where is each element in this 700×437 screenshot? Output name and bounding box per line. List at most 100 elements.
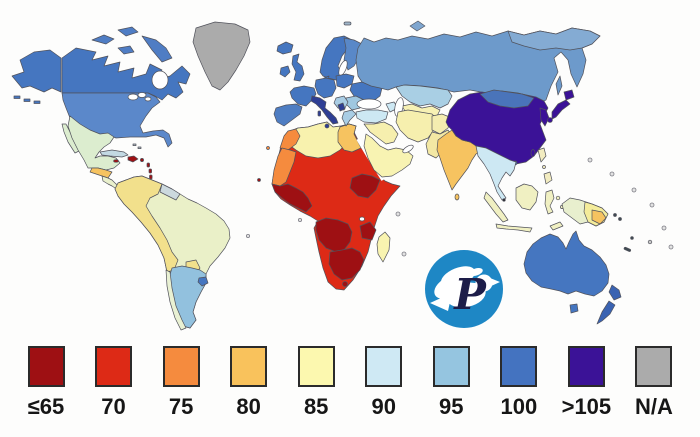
region-balkans-dark — [337, 102, 346, 112]
region-timor — [549, 221, 564, 231]
legend-swatch-100 — [500, 346, 538, 387]
region-germany-central — [314, 77, 337, 99]
legend-item-gt105: >105 — [556, 346, 616, 426]
region-antilles — [149, 174, 153, 180]
region-singapore — [502, 198, 506, 202]
region-uk — [291, 53, 305, 82]
region-sakhalin — [555, 75, 563, 96]
region-new-zealand-south — [596, 300, 616, 325]
region-png-amber — [591, 209, 607, 225]
black-sea — [356, 98, 382, 110]
legend-label-100: 100 — [500, 394, 538, 419]
region-tasmania — [569, 303, 579, 314]
legend-item-100: 100 — [489, 346, 549, 426]
logo-letter: P — [453, 270, 487, 319]
region-arctic-islands — [91, 34, 115, 45]
legend-label-le65: ≤65 — [27, 394, 65, 419]
region-egypt — [337, 123, 362, 153]
region-lesotho — [342, 281, 348, 287]
legend-item-70: 70 — [84, 346, 144, 426]
region-hispaniola — [127, 155, 139, 163]
region-aleutians — [13, 95, 21, 99]
region-aleutians — [33, 100, 41, 104]
logo: P — [425, 250, 503, 328]
legend-label-75: 75 — [168, 394, 194, 419]
legend: ≤65 70 75 80 85 90 95 100 >105 N/A — [0, 346, 700, 426]
region-morocco — [279, 128, 301, 151]
region-solomons — [618, 217, 622, 221]
region-vanuatu — [630, 236, 634, 240]
region-bahamas — [137, 146, 142, 149]
region-novaya-zemlya — [409, 20, 426, 32]
region-cape-verde — [257, 178, 261, 182]
region-sicily — [324, 123, 330, 129]
hudson-bay — [151, 70, 169, 90]
legend-label-90: 90 — [371, 394, 396, 419]
legend-label-gt105: >105 — [561, 394, 612, 419]
region-sardinia — [317, 110, 321, 117]
region-australia — [523, 230, 610, 297]
legend-label-85: 85 — [303, 394, 329, 419]
region-antilles — [146, 162, 150, 168]
map-svg: P — [11, 20, 674, 331]
legend-item-le65: ≤65 — [16, 346, 76, 426]
legend-swatch-gt105 — [567, 346, 605, 387]
great-lakes — [137, 92, 147, 98]
legend-label-80: 80 — [236, 394, 261, 419]
region-korea — [539, 107, 550, 127]
region-philippines-visayas — [542, 165, 546, 169]
region-turkey — [355, 109, 389, 124]
legend-swatch-75 — [162, 346, 200, 387]
legend-swatch-70 — [95, 346, 133, 387]
region-japan-hokkaido — [563, 89, 575, 101]
legend-label-70: 70 — [101, 394, 126, 419]
region-arctic-islands — [117, 45, 135, 55]
region-japan-kyushu — [547, 117, 553, 123]
great-lakes — [127, 93, 139, 101]
region-west-sahara-mauritania — [271, 147, 297, 187]
region-japan-honshu — [551, 99, 571, 120]
legend-swatch-85 — [297, 346, 335, 387]
region-new-zealand-north — [608, 284, 622, 301]
legend-label-95: 95 — [439, 394, 464, 419]
legend-swatch-na — [635, 346, 673, 387]
region-drc — [315, 217, 353, 253]
region-new-caledonia — [623, 246, 632, 252]
lake-victoria — [359, 216, 365, 222]
region-mexico — [67, 115, 121, 171]
region-greece — [341, 109, 357, 127]
island-markers — [245, 157, 674, 257]
legend-item-75: 75 — [151, 346, 211, 426]
region-sri-lanka — [454, 193, 460, 201]
region-sulawesi — [544, 189, 555, 215]
region-madagascar — [376, 231, 391, 263]
region-finland — [343, 37, 363, 71]
region-france — [289, 85, 317, 107]
region-arctic-islands — [117, 26, 139, 37]
region-borneo — [515, 183, 539, 211]
legend-item-90: 90 — [354, 346, 414, 426]
region-sumatra — [483, 191, 509, 223]
legend-swatch-95 — [432, 346, 470, 387]
region-se-asia — [475, 145, 517, 201]
legend-swatch-80 — [230, 346, 268, 387]
region-aleutians — [23, 98, 31, 102]
legend-swatch-90 — [365, 346, 403, 387]
region-mongolia — [479, 89, 535, 109]
region-arctic-islands — [141, 35, 173, 63]
region-fiji — [647, 239, 653, 245]
region-andes-countries — [114, 175, 179, 273]
region-jamaica — [113, 159, 119, 163]
region-solomons — [613, 213, 617, 217]
region-southern-africa — [328, 247, 365, 281]
region-guyanas — [159, 183, 181, 201]
legend-item-na: N/A — [624, 346, 684, 426]
region-philippines-luzon — [537, 147, 547, 163]
region-iberia — [273, 103, 303, 127]
region-uruguay — [197, 276, 209, 287]
region-kazakhstan — [395, 84, 453, 109]
region-alaska — [11, 49, 62, 93]
map-area: P — [11, 20, 674, 331]
region-puerto-rico — [140, 158, 144, 162]
